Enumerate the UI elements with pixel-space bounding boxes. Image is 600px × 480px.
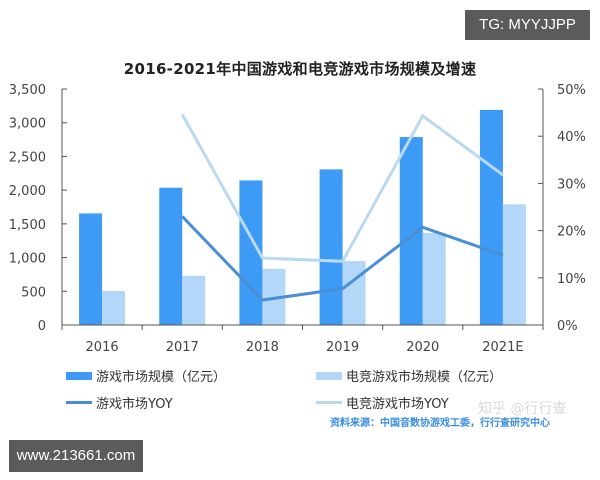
source-note: 资料来源：中国音数协游戏工委，行行查研究中心 — [330, 418, 550, 429]
bar — [79, 213, 103, 325]
legend-label: 游戏市场YOY — [96, 397, 173, 412]
left-tick-label: 3,500 — [9, 83, 46, 98]
legend-game-market: 游戏市场规模（亿元） — [66, 366, 226, 385]
right-tick-label: 50% — [557, 83, 586, 98]
bar — [182, 275, 206, 325]
yoy-line — [181, 215, 504, 302]
right-tick-label: 10% — [557, 272, 586, 287]
bar — [319, 169, 343, 325]
bar — [502, 204, 526, 325]
x-tick-label: 2020 — [406, 340, 439, 355]
bar — [399, 137, 423, 325]
bar — [342, 261, 366, 325]
legend-swatch-game-bar — [66, 371, 92, 380]
bar — [102, 290, 126, 325]
left-tick-label: 1,000 — [9, 252, 46, 267]
x-tick-label: 2016 — [86, 340, 119, 355]
legend-swatch-esports-line — [316, 401, 342, 404]
legend-game-yoy: 游戏市场YOY — [66, 393, 173, 412]
x-tick-label: 2021E — [482, 340, 523, 355]
bar — [159, 187, 183, 325]
left-tick-label: 1,500 — [9, 218, 46, 233]
bar — [239, 180, 263, 325]
x-tick-label: 2017 — [166, 340, 199, 355]
legend-label: 电竞游戏市场YOY — [346, 397, 449, 412]
website-badge: www.213661.com — [9, 440, 143, 472]
bar — [422, 232, 446, 325]
legend-esports-market: 电竞游戏市场规模（亿元） — [316, 366, 502, 385]
legend-esports-yoy: 电竞游戏市场YOY — [316, 393, 449, 412]
left-tick-label: 500 — [21, 285, 46, 300]
legend-label: 游戏市场规模（亿元） — [96, 370, 227, 385]
yoy-line — [180, 113, 504, 263]
x-tick-label: 2018 — [246, 340, 279, 355]
left-tick-label: 3,000 — [9, 117, 46, 132]
legend-label: 电竞游戏市场规模（亿元） — [346, 370, 503, 385]
right-tick-label: 30% — [557, 177, 586, 192]
legend-swatch-esports-bar — [316, 371, 342, 380]
left-tick-label: 2,500 — [9, 150, 46, 165]
tg-badge: TG: MYYJJPP — [465, 10, 590, 40]
bar — [479, 109, 503, 325]
right-tick-label: 40% — [557, 130, 586, 145]
left-tick-label: 0 — [38, 319, 46, 334]
right-tick-label: 20% — [557, 225, 586, 240]
legend-swatch-game-line — [66, 401, 92, 404]
zhihu-watermark: 知乎 @行行查 — [478, 401, 567, 417]
right-tick-label: 0% — [557, 319, 578, 334]
chart-title: 2016-2021年中国游戏和电竞游戏市场规模及增速 — [123, 60, 477, 78]
chart-plot: 0 500 1,000 1,500 2,000 2,500 3,000 3,500 0% 10% 2… — [9, 83, 586, 355]
left-tick-label: 2,000 — [9, 184, 46, 199]
x-tick-label: 2019 — [326, 340, 359, 355]
